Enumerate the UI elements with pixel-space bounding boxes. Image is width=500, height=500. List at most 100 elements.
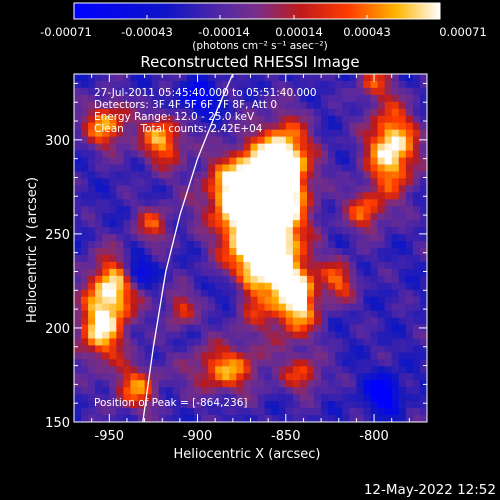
heatmap-cell [285,394,294,402]
heatmap-cell [349,408,357,416]
heatmap-cell [321,380,329,388]
heatmap-cell [109,394,117,402]
heatmap-cell [328,199,336,207]
heatmap-cell [264,408,273,416]
heatmap-cell [419,220,427,228]
colorbar-units: (photons cm⁻² s⁻¹ asec⁻²) [192,40,327,52]
heatmap-cell [165,122,174,131]
heatmap-cell [356,94,365,103]
heatmap-cell [384,150,393,159]
heatmap-cell [208,108,216,117]
heatmap-cell [222,331,230,340]
heatmap-cell [102,150,110,159]
heatmap-cell [194,178,202,186]
heatmap-cell [306,261,315,270]
heatmap-cell [229,129,237,138]
heatmap-cell [342,317,350,326]
heatmap-cell [405,310,414,319]
heatmap-cell [335,87,343,96]
heatmap-cell [328,136,336,145]
heatmap-cell [179,352,188,360]
heatmap-cell [356,345,365,353]
heatmap-cell [278,206,287,214]
heatmap-cell [342,129,350,138]
heatmap-cell [215,143,223,152]
heatmap-cell [377,408,386,416]
heatmap-cell [321,234,329,242]
heatmap-cell [328,352,336,360]
heatmap-cell [81,192,89,200]
heatmap-cell [165,199,174,207]
heatmap-cell [151,94,160,103]
heatmap-cell [314,115,322,124]
heatmap-cell [391,394,400,402]
heatmap-cell [412,192,421,200]
heatmap-cell [201,220,209,228]
heatmap-cell [292,178,301,186]
heatmap-cell [158,101,167,110]
heatmap-cell [328,373,336,381]
heatmap-cell [342,178,350,186]
heatmap-cell [243,408,252,416]
heatmap-cell [271,136,280,145]
heatmap-cell [292,220,301,228]
heatmap-cell [179,94,188,103]
heatmap-cell [405,220,414,228]
heatmap-cell [257,241,266,249]
heatmap-cell [137,220,146,228]
heatmap-cell [201,352,209,360]
heatmap-cell [292,192,301,200]
heatmap-cell [158,199,167,207]
heatmap-cell [349,331,357,340]
heatmap-cell [292,401,301,409]
heatmap-cell [314,87,322,96]
heatmap-cell [81,122,89,131]
heatmap-cell [194,408,202,416]
heatmap-cell [271,289,280,298]
heatmap-cell [179,331,188,340]
heatmap-cell [123,199,132,207]
heatmap-cell [229,150,237,159]
heatmap-cell [342,199,350,207]
heatmap-cell [229,87,237,96]
heatmap-cell [412,352,421,360]
heatmap-cell [349,401,357,409]
heatmap-cell [130,122,139,131]
heatmap-cell [356,143,365,152]
heatmap-cell [278,387,287,395]
heatmap-cell [179,101,188,110]
heatmap-cell [130,178,139,186]
heatmap-cell [328,303,336,312]
heatmap-cell [335,108,343,117]
heatmap-cell [81,87,89,96]
heatmap-cell [306,192,315,200]
heatmap-cell [328,282,336,291]
heatmap-cell [109,366,117,374]
heatmap-cell [74,241,82,249]
heatmap-cell [391,282,400,291]
heatmap-cell [102,171,110,179]
heatmap-cell [405,408,414,416]
heatmap-cell [398,108,407,117]
heatmap-cell [405,380,414,388]
heatmap-cell [201,227,209,235]
heatmap-cell [356,234,365,242]
heatmap-cell [299,373,308,381]
heatmap-cell [328,115,336,124]
heatmap-cell [229,366,237,374]
heatmap-cell [179,261,188,270]
heatmap-cell [377,164,386,173]
heatmap-cell [116,373,125,381]
heatmap-cell [201,80,209,89]
heatmap-cell [215,234,223,242]
heatmap-cell [391,352,400,360]
heatmap-cell [243,310,252,319]
heatmap-cell [109,87,117,96]
heatmap-cell [116,206,125,214]
heatmap-cell [278,143,287,152]
heatmap-cell [419,206,427,214]
heatmap-cell [250,310,259,319]
heatmap-cell [321,185,329,193]
heatmap-cell [243,185,252,193]
heatmap-cell [257,213,266,221]
